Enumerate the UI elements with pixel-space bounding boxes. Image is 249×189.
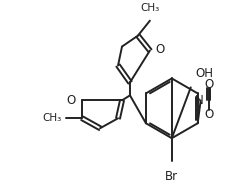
Text: OH: OH <box>196 67 214 81</box>
Text: CH₃: CH₃ <box>42 113 61 123</box>
Text: N: N <box>195 94 204 107</box>
Text: O: O <box>66 94 75 107</box>
Text: O: O <box>204 78 213 91</box>
Text: O: O <box>204 108 213 121</box>
Text: O: O <box>156 43 165 56</box>
Text: Br: Br <box>165 170 178 183</box>
Text: CH₃: CH₃ <box>140 3 160 13</box>
